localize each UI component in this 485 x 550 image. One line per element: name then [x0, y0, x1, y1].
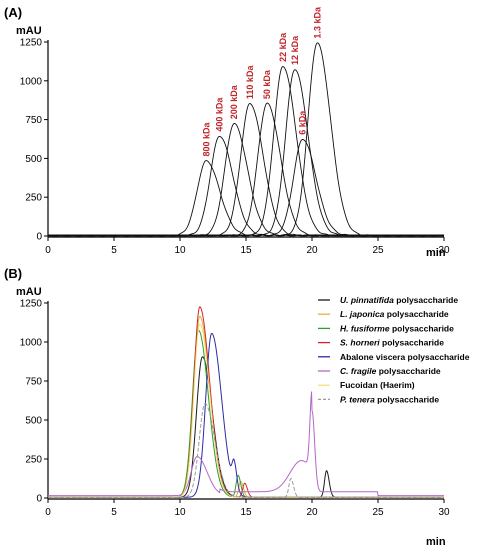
legend-entry: Fucoidan (Haerim): [340, 380, 415, 390]
panel-b-label: (B): [4, 266, 22, 281]
x-tick-label: 5: [111, 245, 117, 256]
peak-label: 12 kDa: [290, 35, 300, 65]
x-tick-label: 30: [438, 245, 450, 256]
series-line: [47, 42, 445, 237]
y-tick-label: 1000: [20, 76, 43, 87]
legend-entry-text: Fucoidan (Haerim): [340, 380, 415, 390]
legend-entry-species: C. fragile: [340, 366, 377, 376]
series-line: [48, 403, 444, 498]
panel-a-series: [47, 42, 445, 237]
y-tick-label: 250: [25, 455, 42, 466]
series-line: [47, 102, 445, 237]
x-tick-label: 10: [174, 245, 186, 256]
panel-b-axes: 0 250 500 750 1000 1250 0 5 10 15 20 25 30: [20, 299, 450, 519]
x-tick-label: 20: [306, 507, 318, 518]
series-line: [47, 135, 445, 237]
panel-a-x-unit: min: [426, 247, 446, 259]
peak-label: 22 kDa: [278, 32, 288, 62]
chart-panel-a: (A) mAU min 0 250 500 750 1000 1250 0 5 10 15 20 25…: [4, 5, 450, 259]
x-tick-label: 25: [372, 245, 384, 256]
panel-a-peak-labels: 800 kDa 400 kDa 200 kDa 110 kDa 50 kDa 22 kDa…: [201, 6, 322, 156]
y-tick-label: 0: [36, 494, 42, 505]
y-tick-label: 1250: [20, 299, 43, 310]
series-line: [47, 103, 445, 237]
legend-entry-species: S. horneri: [340, 338, 380, 348]
series-line: [48, 391, 444, 497]
legend-entry-text: polysaccharide: [375, 394, 440, 404]
x-tick-label: 10: [174, 507, 186, 518]
legend-entry: S. horneri polysaccharide: [340, 338, 444, 348]
legend-entry: H. fusiforme polysaccharide: [340, 323, 454, 333]
series-line: [48, 323, 444, 498]
peak-label: 50 kDa: [262, 69, 272, 99]
y-tick-label: 750: [25, 377, 42, 388]
x-tick-label: 25: [372, 507, 384, 518]
legend-entry-species: P. tenera: [340, 394, 375, 404]
x-tick-label: 0: [45, 507, 51, 518]
y-tick-label: 1250: [20, 38, 43, 49]
chart-panel-b: (B) mAU min 0 250 500 750 1000 1250 0 5 10 15 20 25…: [4, 266, 470, 548]
peak-label: 800 kDa: [201, 121, 211, 156]
y-tick-label: 500: [25, 154, 42, 165]
legend-entry: P. tenera polysaccharide: [340, 394, 439, 404]
peak-label: 1.3 kDa: [312, 6, 322, 39]
legend-entry-text: polysaccharide: [394, 295, 459, 305]
x-tick-label: 30: [438, 507, 450, 518]
x-tick-label: 15: [240, 507, 252, 518]
legend-entry-text: polysaccharide: [376, 366, 441, 376]
legend-entry: C. fragile polysaccharide: [340, 366, 441, 376]
panel-b-x-unit: min: [426, 536, 446, 548]
panel-a-label: (A): [4, 5, 22, 20]
y-tick-label: 750: [25, 115, 42, 126]
x-tick-label: 20: [306, 245, 318, 256]
y-tick-label: 1000: [20, 338, 43, 349]
x-tick-label: 0: [45, 245, 51, 256]
panel-b-y-unit: mAU: [16, 286, 42, 298]
panel-b-series: [48, 306, 444, 498]
legend-entry: U. pinnatifida polysaccharide: [340, 295, 458, 305]
x-tick-label: 5: [111, 507, 117, 518]
legend-entry-species: U. pinnatifida: [340, 295, 394, 305]
peak-label: 6 kDa: [298, 110, 308, 135]
legend-entry-text: polysaccharide: [380, 338, 445, 348]
legend-entry: Abalone viscera polysaccharide: [340, 352, 470, 362]
x-tick-label: 15: [240, 245, 252, 256]
legend-entry-species: H. fusiforme: [340, 323, 390, 333]
peak-label: 200 kDa: [229, 84, 239, 119]
legend-entry: L. japonica polysaccharide: [340, 309, 449, 319]
legend-entry-text: Abalone viscera polysaccharide: [340, 352, 470, 362]
series-line: [47, 123, 445, 237]
legend-entry-text: polysaccharide: [384, 309, 449, 319]
y-tick-label: 500: [25, 416, 42, 427]
peak-label: 110 kDa: [245, 65, 255, 100]
panel-a-axes: 0 250 500 750 1000 1250 0 5 10 15 20 25 30: [20, 38, 450, 257]
series-line: [48, 356, 444, 498]
legend-entry-text: polysaccharide: [390, 323, 455, 333]
y-tick-label: 250: [25, 193, 42, 204]
y-tick-label: 0: [36, 232, 42, 243]
peak-label: 400 kDa: [215, 97, 225, 132]
panel-a-y-unit: mAU: [16, 25, 42, 37]
legend-entry-species: L. japonica: [340, 309, 385, 319]
